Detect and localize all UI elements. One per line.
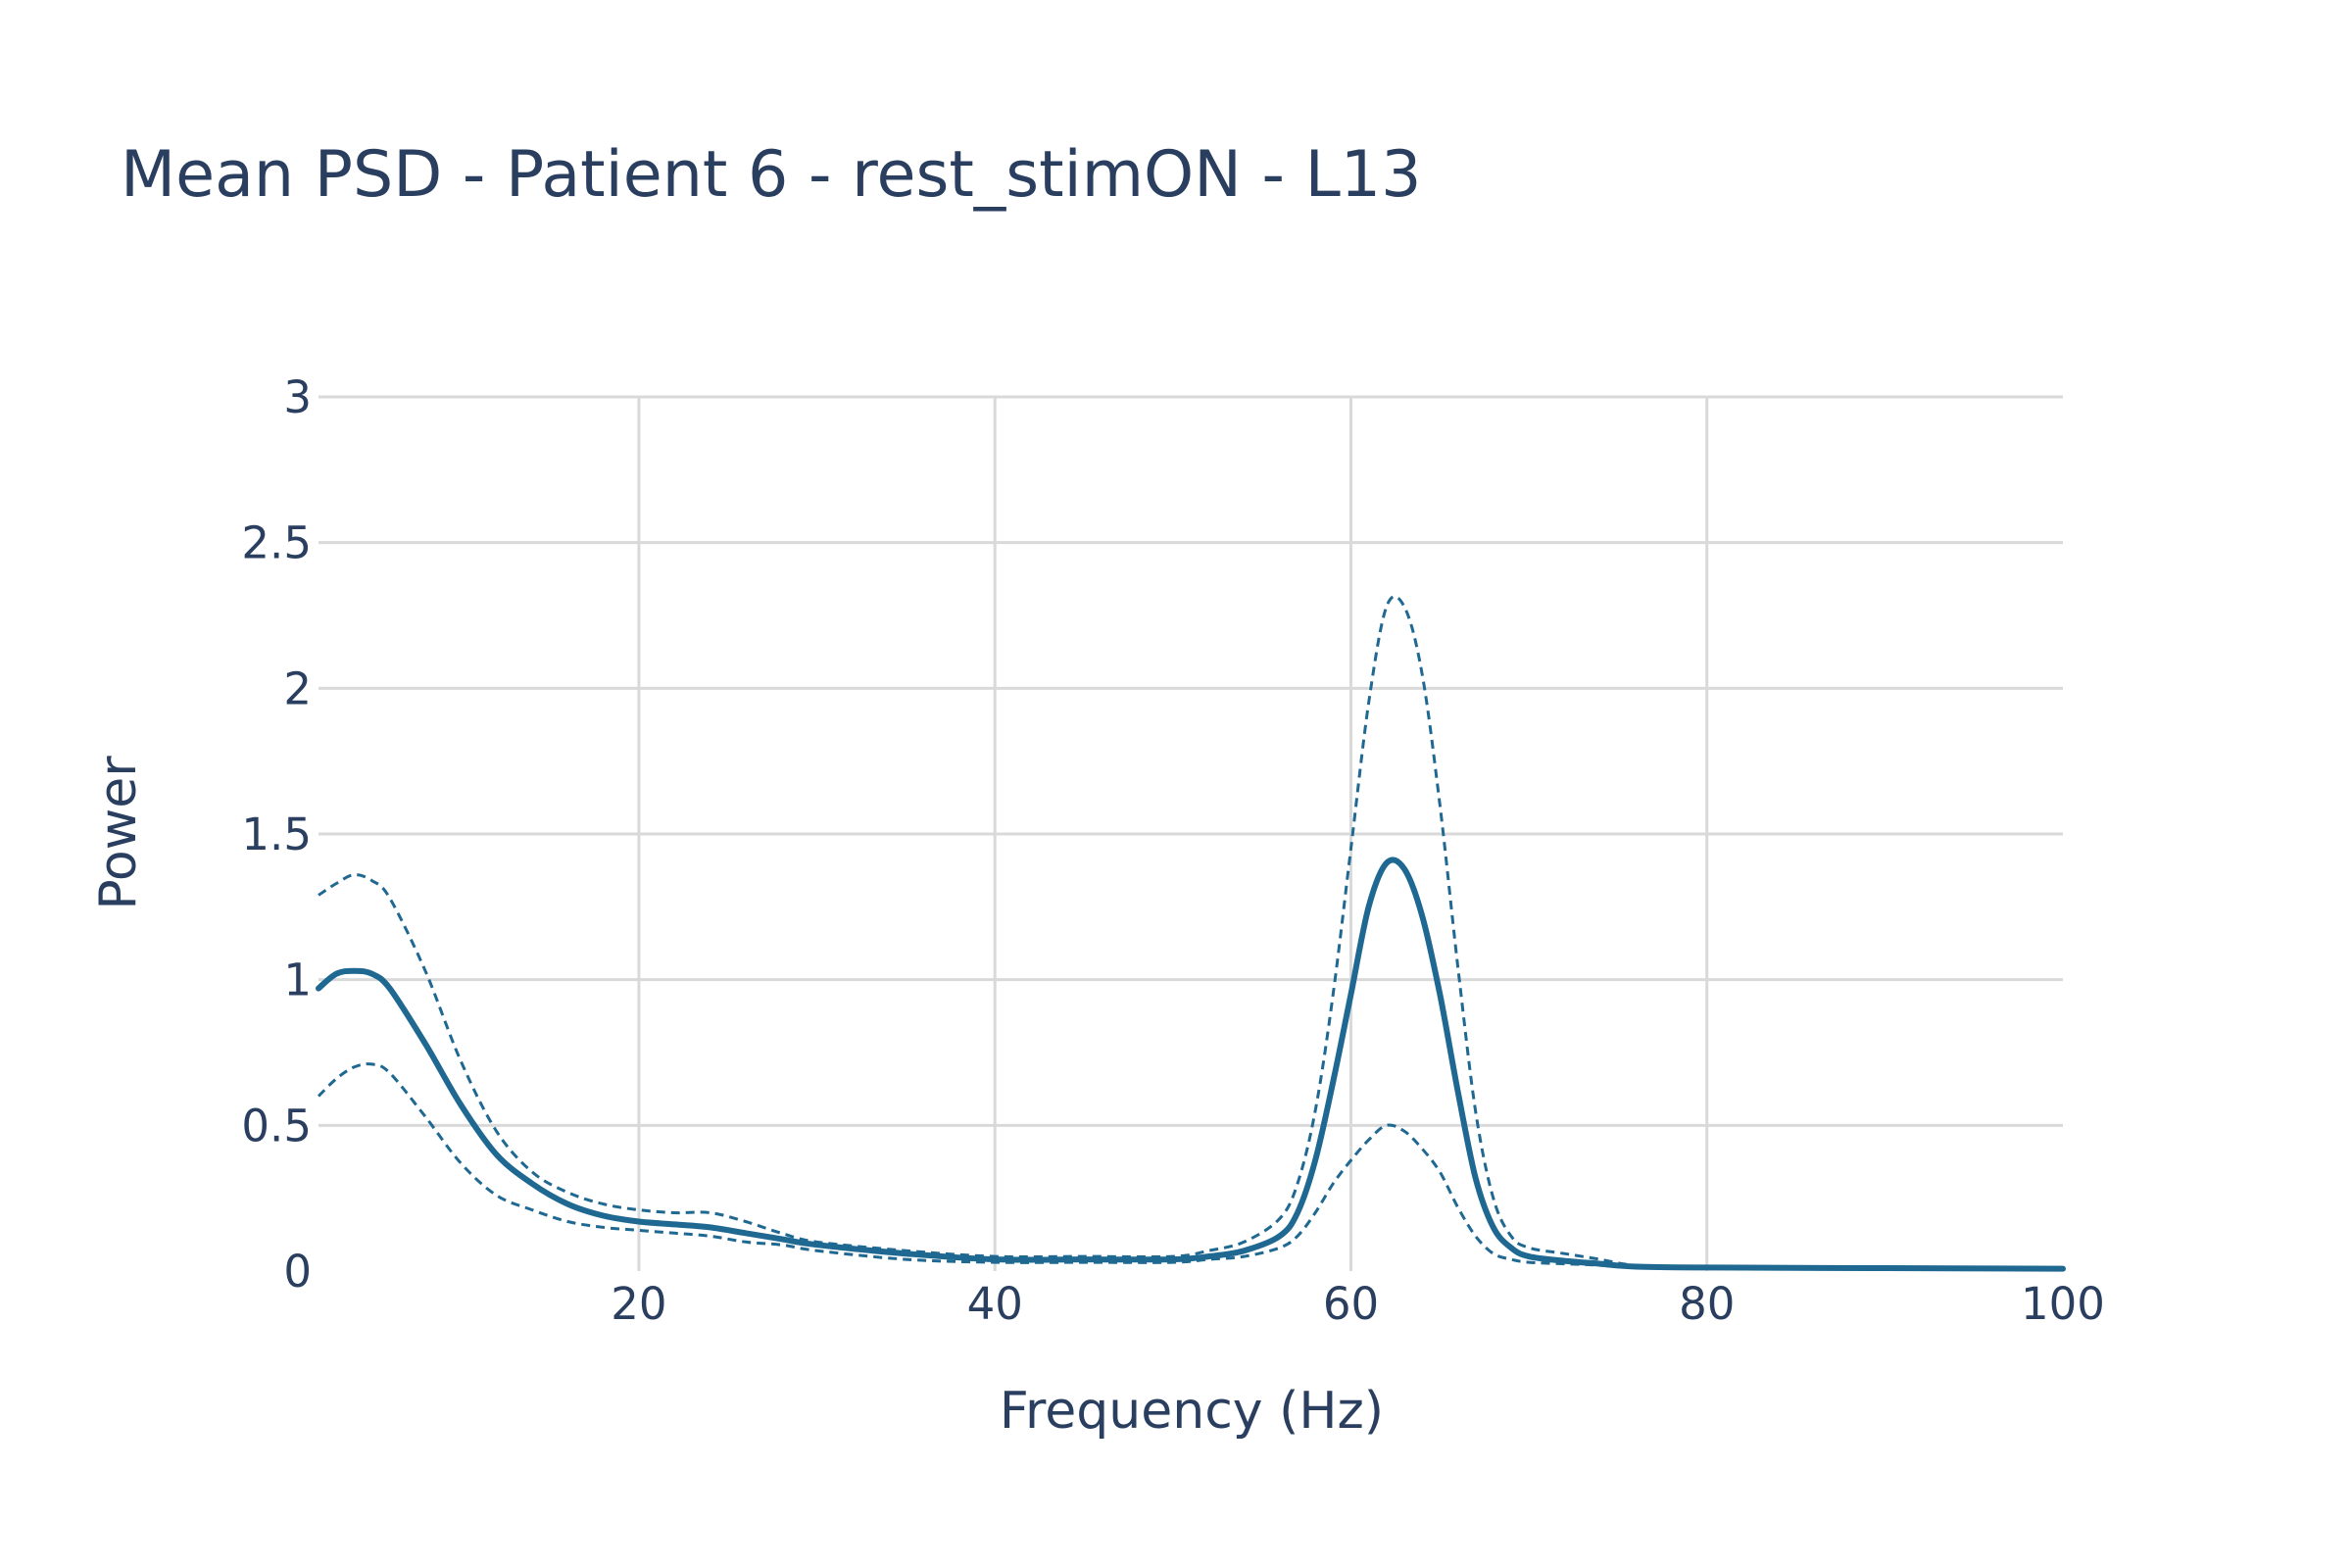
upper-bound-line: [318, 595, 2064, 1270]
y-tick-label: 0: [283, 1246, 312, 1298]
x-tick-label: 80: [1679, 1278, 1735, 1330]
x-axis-title: Frequency (Hz): [1000, 1382, 1384, 1441]
chart-title: Mean PSD - Patient 6 - rest_stimON - L13: [121, 138, 1422, 212]
series-layer: [316, 595, 2066, 1272]
x-tick-label: 40: [967, 1278, 1023, 1330]
y-axis-title: Power: [89, 756, 148, 910]
mean-psd-line: [316, 857, 2066, 1272]
y-tick-label: 3: [283, 371, 312, 423]
y-tick-label: 1: [283, 955, 312, 1006]
x-tick-label: 100: [2021, 1278, 2105, 1330]
grid-layer: [318, 395, 2063, 1271]
lower-bound-line: [317, 1062, 2064, 1271]
tick-layer: 0 0.5 1 1.5 2 2.5 3 20 40 60 80 100: [241, 371, 2105, 1330]
y-tick-label: 1.5: [241, 808, 312, 860]
x-tick-label: 60: [1323, 1278, 1379, 1330]
y-tick-label: 2: [283, 662, 312, 714]
y-tick-label: 2.5: [241, 517, 312, 569]
y-tick-label: 0.5: [241, 1100, 312, 1152]
x-tick-label: 20: [611, 1278, 666, 1330]
